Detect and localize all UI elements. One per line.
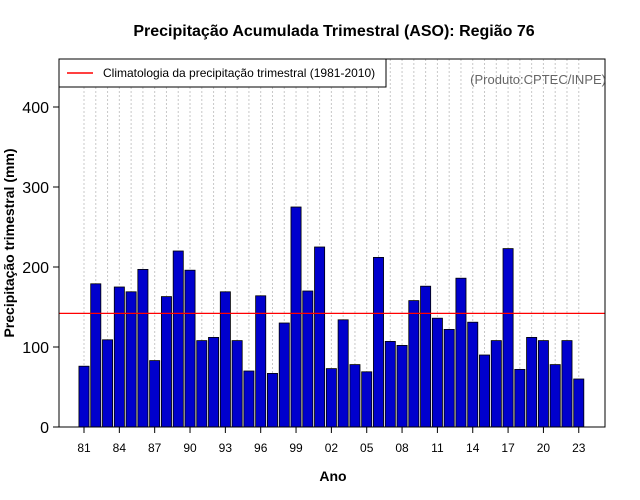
x-tick-label: 14 [466,441,480,455]
bar-1999 [290,206,302,428]
bar-2015 [479,354,490,428]
bar-1983 [102,339,114,428]
bar-1991 [196,340,208,428]
bar-2016 [490,340,502,428]
bar-2009 [408,300,420,428]
bar-1998 [278,322,290,428]
bar-1997 [267,372,278,428]
bar-1985 [125,291,137,428]
bar-2021 [549,364,561,428]
x-tick-label: 08 [395,441,409,455]
bar-2010 [420,285,432,428]
bar-2018 [514,368,526,428]
bar-2020 [537,340,549,428]
legend: Climatologia da precipitação trimestral … [58,58,387,88]
bar-2011 [431,317,443,428]
x-tick-label: 99 [289,441,303,455]
bar-2012 [443,328,455,428]
bar-2001 [314,246,326,428]
y-axis-label: Precipitação trimestral (mm) [1,148,17,337]
bars [78,206,585,428]
bar-2019 [526,336,538,428]
y-axis: 0 100 200 300 400 [22,100,59,437]
x-tick-label: 87 [148,441,162,455]
x-axis-label: Ano [319,468,346,484]
bar-2013 [455,277,467,428]
bar-2022 [561,340,573,428]
x-tick-label: 23 [572,441,586,455]
x-tick-label: 93 [219,441,233,455]
bar-2017 [502,248,514,428]
y-tick-label: 400 [22,100,49,117]
x-tick-label: 84 [113,441,127,455]
bar-1986 [137,268,149,428]
x-axis: 81 84 87 90 93 96 99 02 05 08 11 14 17 20 23 [77,427,586,455]
bar-2005 [361,371,373,428]
x-tick-label: 81 [77,441,91,455]
bar-1987 [149,360,161,428]
bar-2014 [467,321,479,428]
bar-1993 [219,291,231,428]
bar-2008 [396,344,408,428]
product-credit: (Produto:CPTEC/INPE) [470,72,606,87]
bar-1995 [243,370,255,428]
bar-2004 [349,364,361,428]
bar-1990 [184,269,196,428]
bar-1988 [160,296,172,428]
bar-1994 [231,340,243,428]
x-tick-label: 17 [501,441,515,455]
x-tick-label: 96 [254,441,268,455]
bar-2003 [337,319,349,428]
x-tick-label: 20 [537,441,551,455]
bar-2023 [573,378,585,428]
bar-2007 [384,340,396,428]
bar-1981 [78,365,90,428]
x-tick-label: 11 [431,441,444,455]
y-tick-label: 300 [22,180,49,197]
bar-1996 [255,295,267,428]
bar-1984 [113,286,125,428]
legend-box [58,58,387,88]
x-tick-label: 02 [325,441,339,455]
bar-1982 [90,283,102,428]
chart-title: Precipitação Acumulada Trimestral (ASO):… [133,23,534,40]
bar-1989 [172,250,184,428]
bar-2000 [302,290,314,428]
legend-label: Climatologia da precipitação trimestral … [103,66,375,80]
y-tick-label: 0 [40,420,49,437]
bar-2006 [373,256,384,428]
x-tick-label: 90 [183,441,197,455]
bar-1992 [208,336,220,428]
y-tick-label: 200 [22,260,49,277]
x-tick-label: 05 [360,441,374,455]
y-tick-label: 100 [22,340,49,357]
bar-2002 [325,368,337,428]
